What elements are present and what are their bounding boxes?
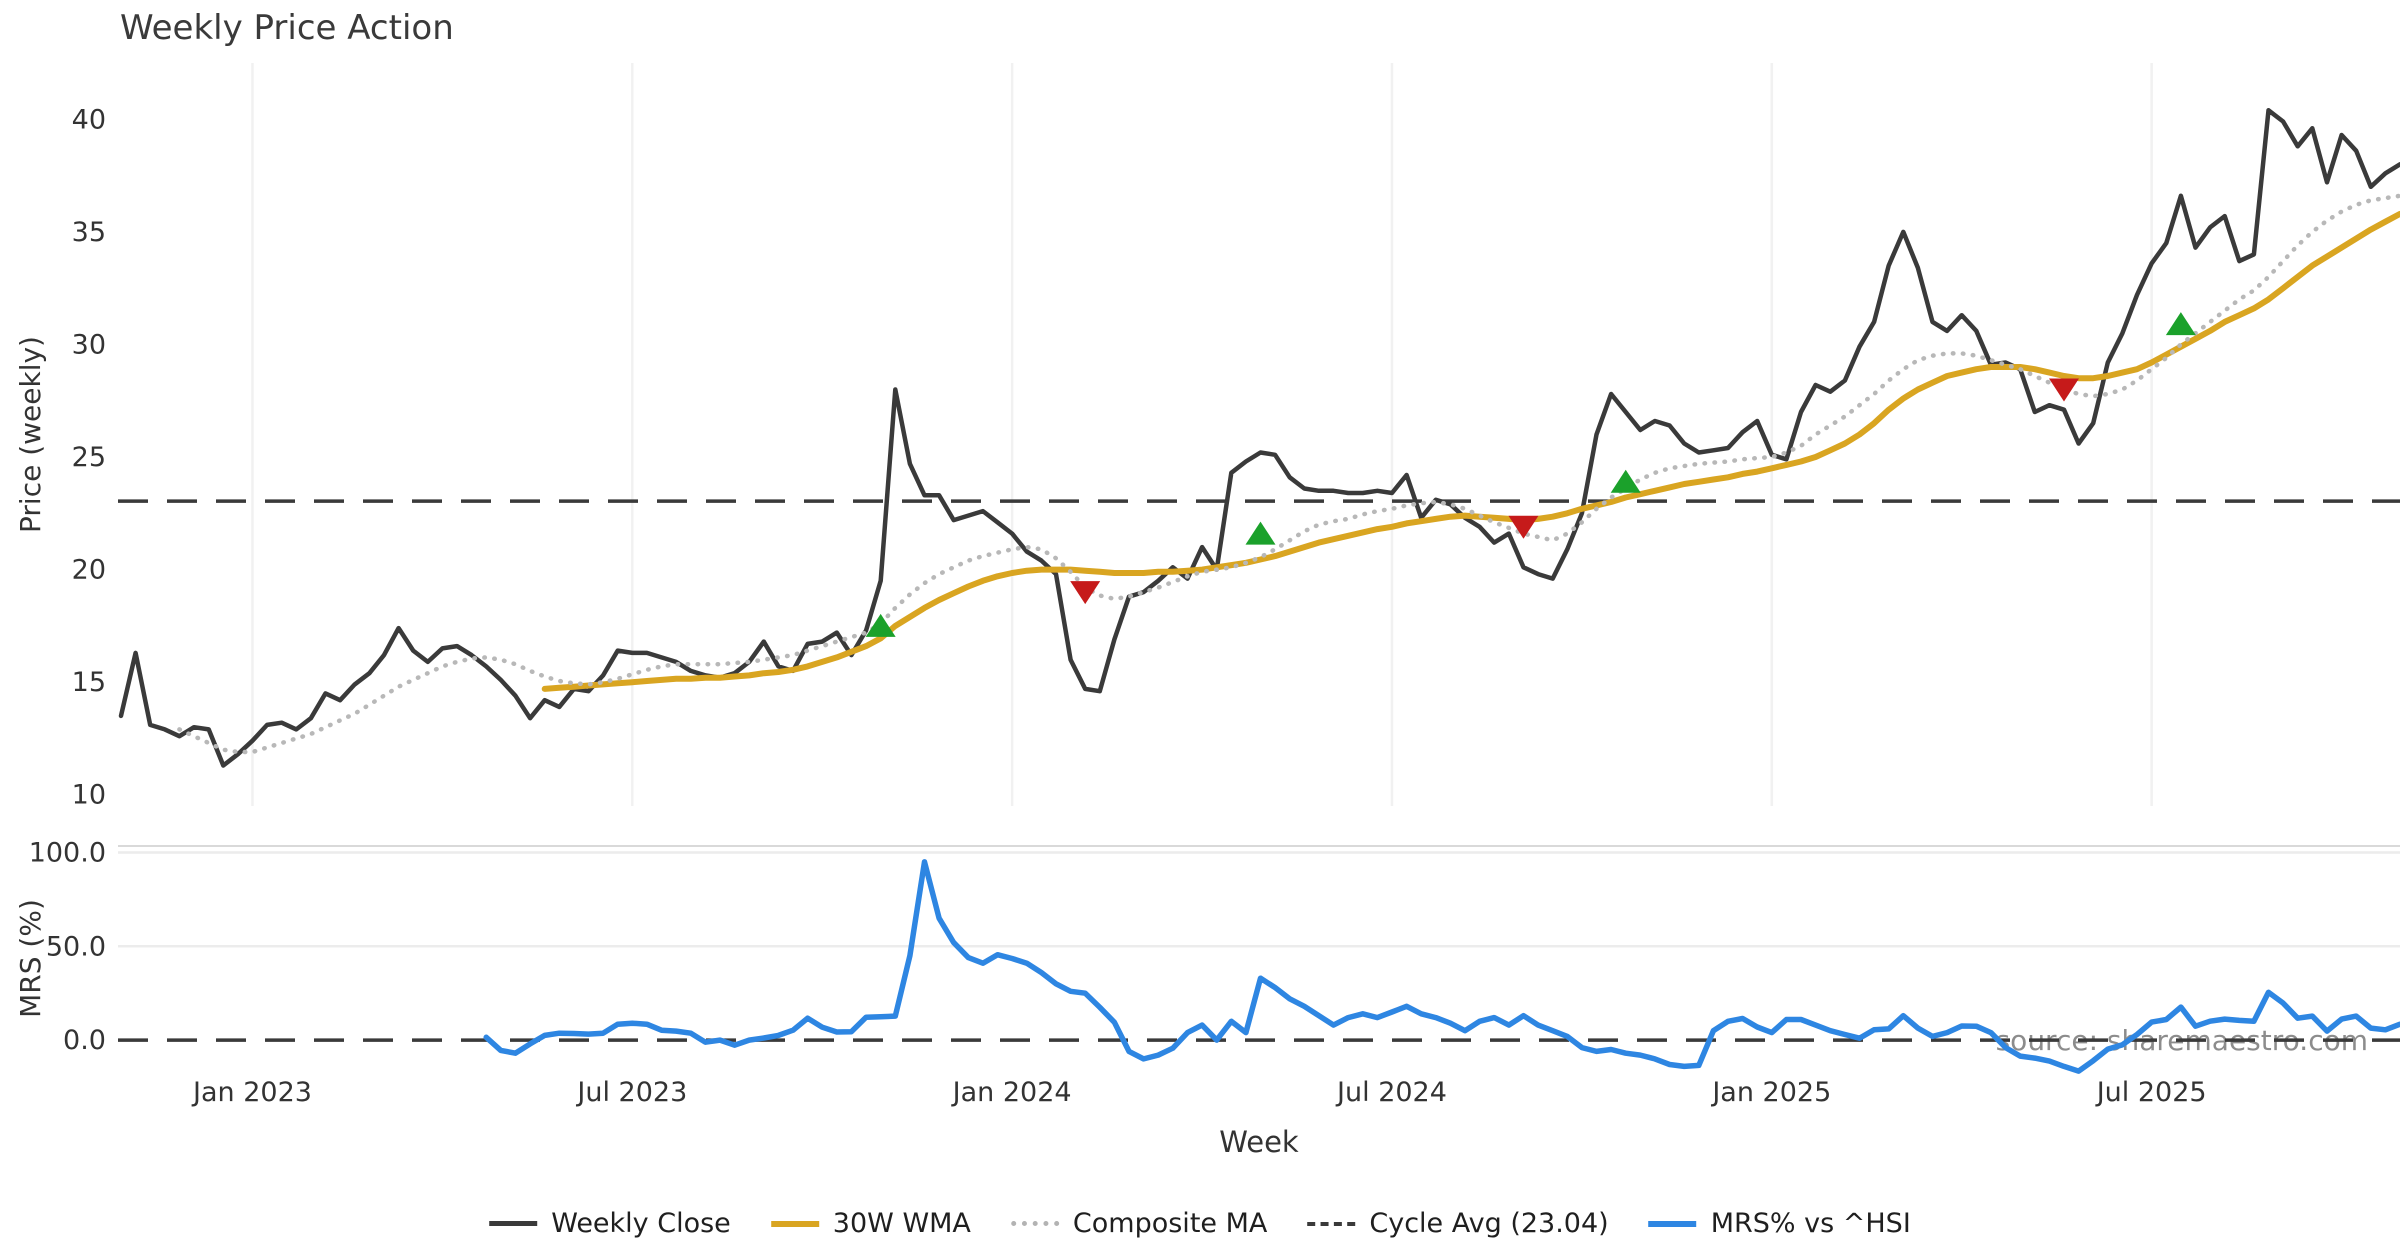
y-tick-label: 20 xyxy=(72,555,106,586)
x-tick-label: Jan 2023 xyxy=(191,1077,312,1108)
y-tick-label: 50.0 xyxy=(46,931,106,962)
series-composite-ma xyxy=(177,193,2400,755)
y-tick-label: 40 xyxy=(72,104,106,135)
legend-swatch-cycle xyxy=(1307,1221,1356,1226)
legend-label: 30W WMA xyxy=(832,1208,971,1239)
x-tick-label: Jan 2024 xyxy=(951,1077,1072,1108)
legend-item-cycle: Cycle Avg (23.04) xyxy=(1307,1208,1609,1239)
legend-swatch-comp xyxy=(1010,1221,1059,1226)
y-tick-label: 30 xyxy=(72,329,106,360)
price-axis-label: Price (weekly) xyxy=(14,336,47,533)
chart-title: Weekly Price Action xyxy=(120,8,454,48)
legend-item-comp: Composite MA xyxy=(1010,1208,1268,1239)
chart-legend: Weekly Close 30W WMA Composite MA Cycle Avg… xyxy=(489,1208,1911,1239)
sell-signal-marker xyxy=(1070,581,1101,605)
x-axis-label: Week xyxy=(1219,1125,1299,1159)
series-mrs-vs-hsi xyxy=(483,859,2400,1074)
y-tick-label: 15 xyxy=(72,667,106,698)
legend-item-close: Weekly Close xyxy=(489,1208,731,1239)
y-tick-label: 35 xyxy=(72,217,106,248)
buy-signal-marker xyxy=(865,613,896,637)
legend-label: Weekly Close xyxy=(551,1208,731,1239)
y-tick-label: 10 xyxy=(72,780,106,811)
y-tick-label: 25 xyxy=(72,442,106,473)
legend-item-wma: 30W WMA xyxy=(770,1208,971,1239)
buy-signal-marker xyxy=(1610,469,1641,493)
x-tick-label: Jul 2025 xyxy=(2095,1077,2207,1108)
series-30w-wma xyxy=(541,210,2400,692)
sell-signal-marker xyxy=(1508,515,1539,539)
buy-signal-marker xyxy=(2165,312,2196,336)
series-weekly-close xyxy=(118,108,2400,768)
legend-swatch-close xyxy=(489,1221,538,1226)
legend-label: Composite MA xyxy=(1072,1208,1268,1239)
y-tick-label: 0.0 xyxy=(63,1025,106,1056)
legend-swatch-mrs xyxy=(1648,1220,1697,1227)
legend-label: MRS% vs ^HSI xyxy=(1710,1208,1911,1239)
legend-swatch-wma xyxy=(770,1220,819,1227)
buy-signal-marker xyxy=(1245,521,1276,545)
sell-signal-marker xyxy=(2048,378,2079,402)
x-tick-label: Jul 2024 xyxy=(1335,1077,1447,1108)
x-tick-label: Jul 2023 xyxy=(575,1077,687,1108)
legend-item-mrs: MRS% vs ^HSI xyxy=(1648,1208,1911,1239)
mrs-axis-label: MRS (%) xyxy=(14,899,47,1018)
legend-label: Cycle Avg (23.04) xyxy=(1369,1208,1609,1239)
x-tick-label: Jan 2025 xyxy=(1710,1077,1831,1108)
y-tick-label: 100.0 xyxy=(29,838,106,869)
